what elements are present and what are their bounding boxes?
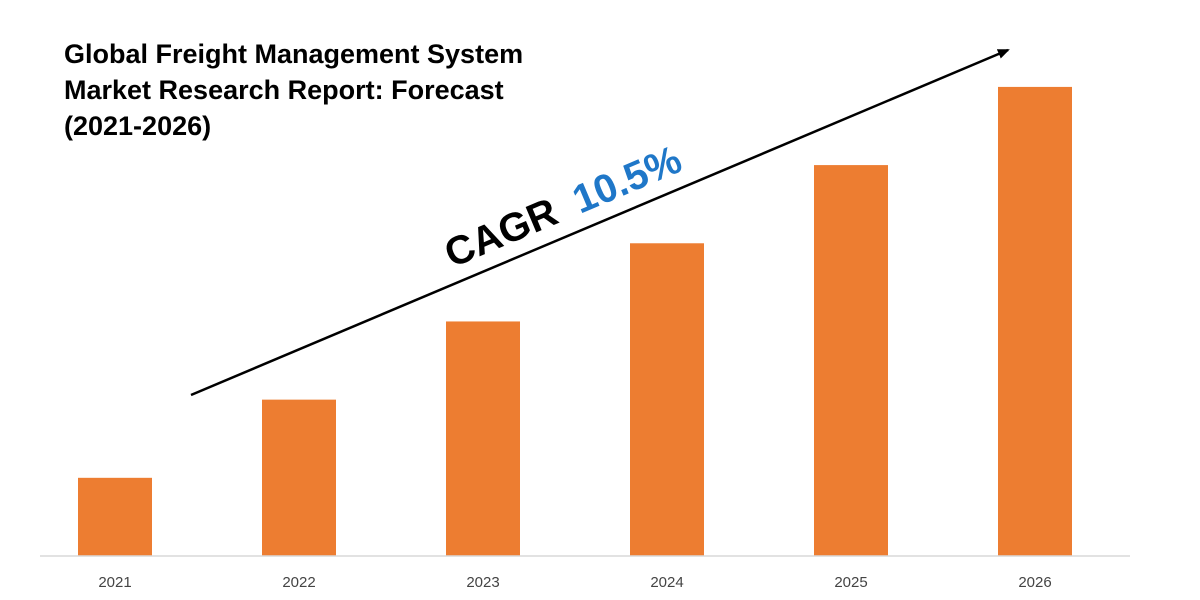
category-label-2021: 2021 [98,574,131,591]
category-label-2026: 2026 [1018,574,1051,591]
chart-title-line-3: (2021-2026) [64,111,212,141]
category-label-2023: 2023 [466,574,499,591]
bar-2024 [630,243,704,557]
chart-title-line-1: Global Freight Management System [64,39,524,69]
bars-group [78,86,1072,557]
chart-title: Global Freight Management System Market … [64,36,624,144]
bar-2021 [78,477,152,556]
category-label-2022: 2022 [282,574,315,591]
category-label-2024: 2024 [650,574,683,591]
category-label-2025: 2025 [834,574,867,591]
chart-title-line-2: Market Research Report: Forecast [64,75,504,105]
bar-2026 [998,86,1072,556]
bar-2025 [814,165,888,556]
trend-arrow [190,48,1010,397]
bar-2023 [446,321,520,556]
bar-2022 [262,399,336,556]
category-labels: 2021 2022 2023 2024 2025 2026 [98,574,1051,591]
